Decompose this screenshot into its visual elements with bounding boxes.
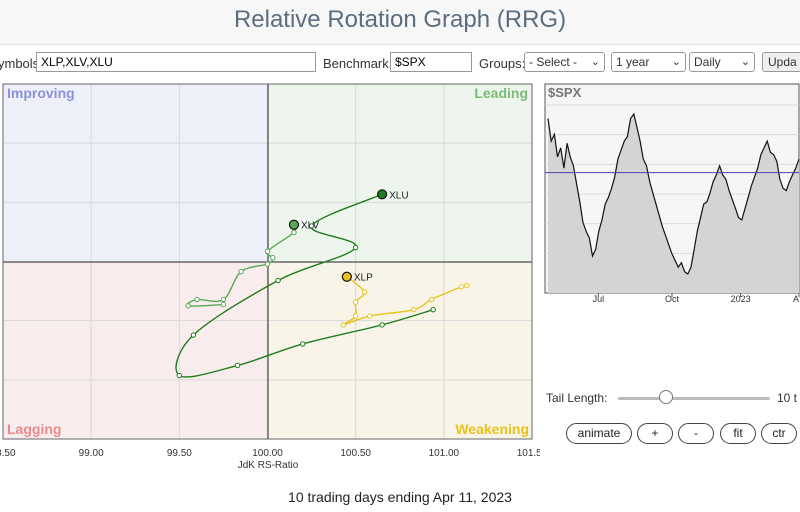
quadrant-label-leading: Leading — [474, 85, 528, 101]
tail-point-xlp — [464, 282, 470, 289]
benchmark-input[interactable]: $SPX — [390, 52, 472, 72]
groups-select-value: - Select - — [529, 55, 578, 69]
series-label-xlp: XLP — [354, 273, 373, 284]
tail-point-xlv — [220, 301, 227, 308]
quadrant-label-lagging: Lagging — [7, 421, 61, 437]
spx-tick-label: A — [793, 294, 799, 303]
tail-point-xlp — [361, 289, 368, 295]
tail-point-xlu — [300, 341, 306, 347]
tail-point-xlu — [352, 244, 359, 251]
x-tick-label: 99.50 — [167, 448, 192, 459]
head-marker-xlp[interactable] — [341, 271, 352, 282]
rrg-chart[interactable]: Improving Leading Lagging Weakening XLUX… — [0, 82, 540, 472]
title-bar: Relative Rotation Graph (RRG) — [0, 0, 800, 45]
x-tick-label: 99.00 — [79, 448, 104, 459]
x-tick-label: 98.50 — [0, 448, 16, 459]
tail-length-slider-track[interactable] — [618, 397, 770, 400]
tail-line-xlp — [342, 276, 467, 326]
tail-point-xlv — [291, 229, 297, 236]
chevron-down-icon: ⌄ — [740, 56, 750, 68]
quadrant-leading — [268, 84, 532, 262]
tail-point-xlv — [270, 254, 276, 261]
fit-button[interactable]: fit — [720, 423, 756, 444]
footer-caption: 10 trading days ending Apr 11, 2023 — [288, 489, 512, 505]
chevron-down-icon: ⌄ — [590, 56, 600, 68]
center-button[interactable]: ctr — [761, 423, 797, 444]
chevron-down-icon: ⌄ — [671, 56, 681, 68]
x-tick-labels: 98.50 99.00 99.50 100.00 100.50 101.00 101.50 — [0, 448, 540, 459]
controls-bar: ymbols: XLP,XLV,XLU Benchmark: $SPX Grou… — [0, 52, 800, 74]
zoom-in-button[interactable]: + — [637, 423, 673, 444]
tail-point-xlv — [194, 296, 200, 303]
zoom-out-button[interactable]: - — [678, 423, 714, 444]
tail-point-xlu — [176, 372, 183, 379]
tail-point-xlp — [367, 313, 373, 319]
tail-point-xlu — [275, 277, 281, 284]
tail-point-xlp — [340, 322, 347, 328]
spx-title: $SPX — [548, 85, 582, 100]
tail-point-xlu — [308, 223, 315, 229]
spx-price-area — [548, 114, 799, 293]
period-select-value: 1 year — [616, 55, 650, 69]
quadrant-weakening — [268, 262, 532, 439]
spx-tick-label: Oct — [665, 294, 680, 303]
series-label-xlu: XLU — [389, 190, 408, 201]
series-label-xlv: XLV — [301, 221, 319, 232]
quadrant-lagging — [3, 262, 268, 439]
tail-point-xlv — [185, 303, 191, 309]
tail-point-xlu — [430, 306, 436, 313]
frequency-select[interactable]: Daily ⌄ — [689, 52, 755, 72]
quadrant-improving — [3, 84, 268, 262]
x-tick-label: 101.50 — [517, 448, 540, 459]
period-select[interactable]: 1 year ⌄ — [611, 52, 686, 72]
chart-border — [2, 83, 533, 440]
groups-select[interactable]: - Select - ⌄ — [524, 52, 605, 72]
tail-point-xlu — [379, 322, 385, 328]
animate-button[interactable]: animate — [566, 423, 632, 444]
x-tick-label: 100.50 — [340, 448, 371, 459]
tail-point-xlv — [264, 261, 271, 267]
tail-line-xlv — [186, 224, 297, 307]
x-tick-label: 100.00 — [252, 448, 283, 459]
tail-point-xlv — [238, 268, 244, 275]
quadrant-label-weakening: Weakening — [455, 421, 529, 437]
tail-length-control: Tail Length: 10 t — [546, 390, 800, 406]
spx-tick-label: Jul — [593, 294, 605, 303]
tail-point-xlv — [220, 296, 227, 303]
tail-length-value: 10 t — [777, 391, 798, 405]
tail-point-xlp — [352, 299, 359, 305]
quadrant-label-improving: Improving — [7, 85, 75, 101]
head-marker-xlu[interactable] — [377, 189, 388, 200]
symbols-label: ymbols: — [0, 56, 43, 71]
symbols-input[interactable]: XLP,XLV,XLU — [36, 52, 316, 72]
tail-point-xlu — [190, 332, 197, 338]
tail-point-xlp — [458, 284, 465, 290]
groups-label: Groups: — [479, 56, 526, 71]
x-axis-label: JdK RS-Ratio — [238, 460, 299, 471]
tail-point-xlv — [264, 248, 271, 255]
frequency-select-value: Daily — [694, 55, 721, 69]
tail-line-xlu — [175, 193, 434, 378]
spx-x-tick-labels: Jul Oct 2023 A — [593, 293, 800, 303]
tail-point-xlu — [234, 362, 241, 369]
x-tick-label: 101.00 — [429, 448, 460, 459]
tail-point-xlp — [411, 306, 417, 313]
series-layer: XLU XLV XLP — [175, 189, 470, 379]
tail-length-label: Tail Length: — [546, 391, 608, 405]
spx-price-chart: $SPX Jul Oct 2023 A — [544, 83, 800, 303]
head-marker-xlv[interactable] — [288, 219, 300, 230]
tail-point-xlp — [352, 313, 359, 319]
page-title: Relative Rotation Graph (RRG) — [233, 6, 567, 33]
benchmark-label: Benchmark: — [323, 56, 393, 71]
spx-tick-label: 2023 — [731, 294, 751, 303]
tail-point-xlp — [428, 296, 435, 303]
update-button[interactable]: Upda — [762, 52, 800, 72]
spx-price-line — [547, 112, 800, 275]
tail-length-slider-thumb[interactable] — [659, 390, 673, 404]
